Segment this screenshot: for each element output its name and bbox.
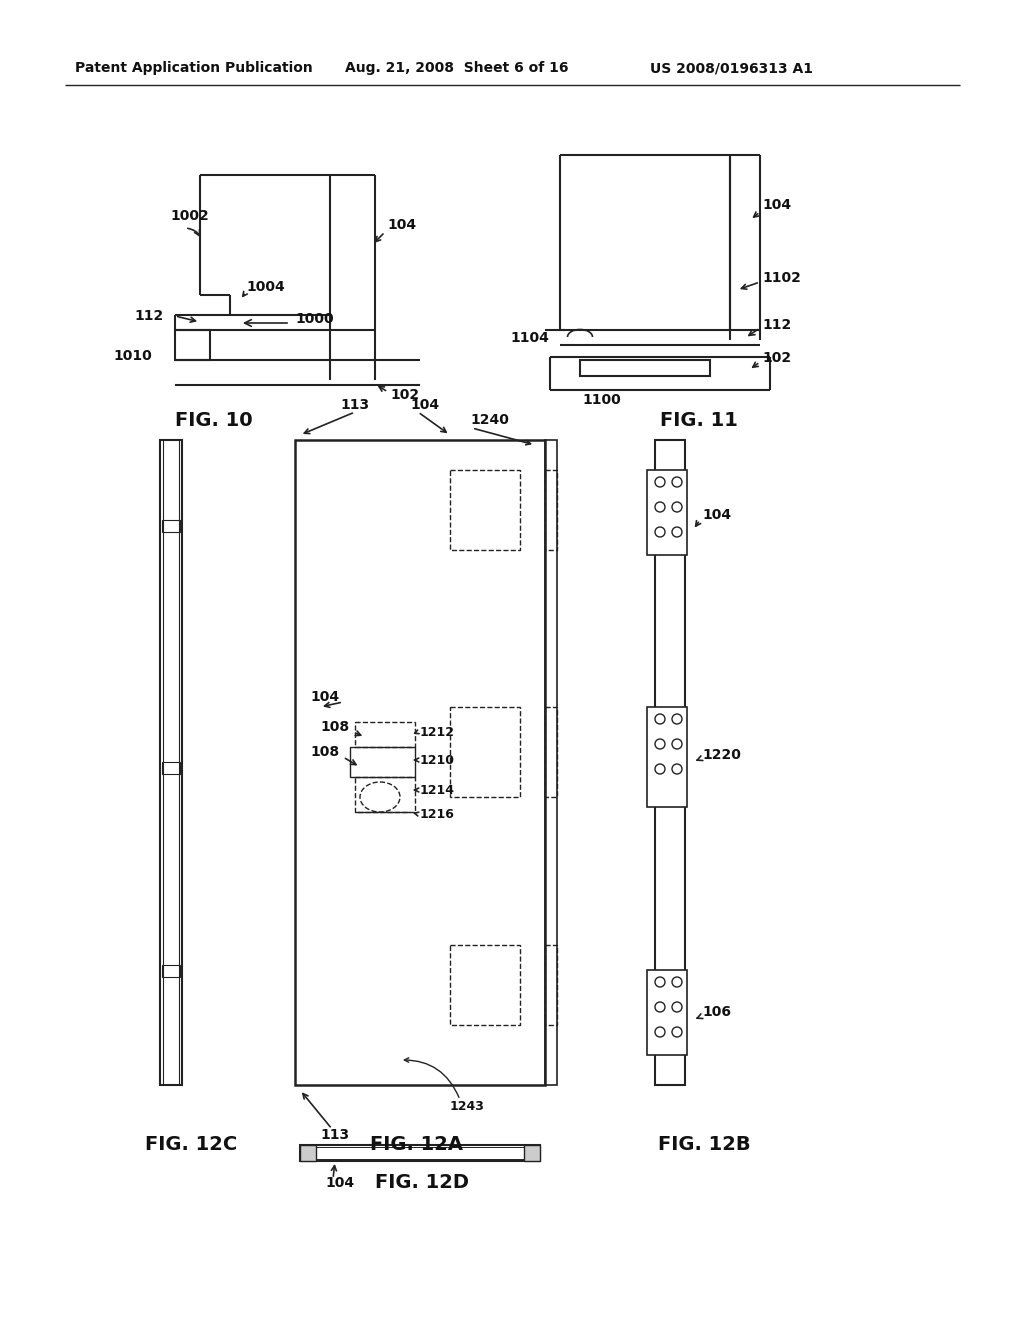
Text: FIG. 12D: FIG. 12D (375, 1173, 469, 1192)
Text: 102: 102 (390, 388, 419, 403)
Text: FIG. 12B: FIG. 12B (658, 1135, 751, 1155)
Text: 104: 104 (387, 218, 416, 232)
Text: 112: 112 (762, 318, 792, 333)
Text: Aug. 21, 2008  Sheet 6 of 16: Aug. 21, 2008 Sheet 6 of 16 (345, 61, 568, 75)
Text: 113: 113 (319, 1129, 349, 1142)
Text: 1100: 1100 (582, 393, 621, 407)
Text: FIG. 12C: FIG. 12C (145, 1135, 238, 1155)
Bar (647, 708, 687, 807)
Bar (647, 470, 687, 554)
Text: 113: 113 (340, 399, 369, 412)
Bar (162, 965, 180, 977)
Bar (450, 470, 520, 550)
Text: 1104: 1104 (510, 331, 549, 345)
Text: 112: 112 (134, 309, 163, 323)
Bar (162, 762, 180, 774)
Text: Patent Application Publication: Patent Application Publication (75, 61, 312, 75)
Bar (655, 440, 685, 1085)
Text: 1210: 1210 (420, 754, 455, 767)
Text: 1214: 1214 (420, 784, 455, 796)
Text: 106: 106 (702, 1005, 731, 1019)
Text: 1000: 1000 (295, 312, 334, 326)
Bar (545, 708, 557, 797)
Bar (545, 440, 557, 1085)
Text: 108: 108 (319, 719, 349, 734)
Bar (160, 440, 182, 1085)
Bar (545, 945, 557, 1026)
Bar (545, 470, 557, 550)
Bar (524, 1144, 540, 1162)
Bar (175, 330, 210, 360)
Bar (350, 747, 415, 777)
Text: FIG. 12A: FIG. 12A (370, 1135, 463, 1155)
Text: 104: 104 (310, 690, 339, 704)
Bar (450, 945, 520, 1026)
Text: 1220: 1220 (702, 748, 741, 762)
Text: 1010: 1010 (113, 348, 152, 363)
Text: 1102: 1102 (762, 271, 801, 285)
Text: 104: 104 (325, 1176, 354, 1191)
Bar (355, 722, 415, 747)
Text: 102: 102 (762, 351, 792, 366)
Text: 104: 104 (702, 508, 731, 521)
Text: FIG. 10: FIG. 10 (175, 411, 253, 429)
Bar (355, 777, 415, 812)
Text: 1240: 1240 (470, 413, 509, 426)
Bar (647, 970, 687, 1055)
Text: 1216: 1216 (420, 808, 455, 821)
Bar (450, 708, 520, 797)
Text: 1243: 1243 (450, 1101, 485, 1114)
Text: 104: 104 (762, 198, 792, 213)
Text: 1212: 1212 (420, 726, 455, 738)
Text: US 2008/0196313 A1: US 2008/0196313 A1 (650, 61, 813, 75)
Text: 1004: 1004 (246, 280, 285, 294)
Bar (300, 1144, 540, 1162)
Bar (295, 440, 545, 1085)
Bar (580, 360, 710, 376)
Text: FIG. 11: FIG. 11 (660, 411, 738, 429)
Bar (162, 520, 180, 532)
Bar (300, 1144, 316, 1162)
Text: 108: 108 (310, 744, 339, 759)
Text: 104: 104 (410, 399, 439, 412)
Text: 1002: 1002 (170, 209, 209, 223)
